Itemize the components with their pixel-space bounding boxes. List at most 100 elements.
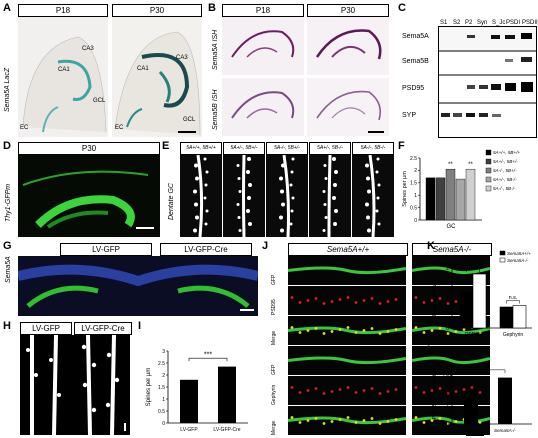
panel-j-image-4-0	[288, 376, 406, 405]
panel-l-bracket	[470, 369, 506, 373]
panel-e-header-2: 5A-/-, 5B+/-	[266, 142, 308, 155]
panel-e-dendrite-2	[279, 155, 295, 237]
panel-b-sema5a-p30-image	[307, 17, 389, 75]
panel-c-row-syp: SYP	[402, 112, 417, 119]
panel-f-tick-label: 1.5	[410, 181, 417, 187]
panel-a-p30-image	[112, 17, 202, 137]
panel-f-bar-2	[445, 168, 456, 221]
panel-j-rowlabel-5: Merge	[271, 420, 277, 435]
panel-g-left-header: LV-GFP	[60, 243, 152, 256]
panel-f-legend-label-3: 5A+/-, 5B-/-	[493, 177, 517, 182]
panel-l-letter: L	[427, 344, 434, 356]
panel-a-letter: A	[3, 2, 11, 14]
panel-c-row-psd95: PSD95	[402, 85, 425, 92]
panel-c-row-sema5a: Sema5A	[402, 33, 429, 40]
panel-a-ec-left: EC	[20, 125, 29, 131]
lane-p2: P2	[465, 20, 473, 26]
panel-l-bar-1	[498, 377, 512, 424]
panel-k-bar-0-0	[459, 291, 474, 329]
panel-g-ylabel: Sema5A	[5, 256, 12, 283]
panel-g-right-header: LV-GFP-Cre	[160, 243, 252, 256]
panel-b-sema5a-p18-image	[222, 17, 304, 75]
panel-l-category-1: Sema5A-/-	[494, 428, 516, 433]
panel-b-letter: B	[208, 2, 216, 14]
panel-g-image	[18, 256, 258, 316]
panel-l-axes: 0 0.5 1 1.5 2 2.5 3	[442, 364, 532, 428]
panel-e-dendrite-1	[236, 155, 252, 237]
panel-l-tick-label: 1	[446, 402, 449, 408]
panel-l-ylabel: PSD95/Gephyrin ratio	[432, 370, 438, 419]
panel-e-ylabel: Dentate GC	[168, 183, 175, 220]
panel-f-bar-1	[435, 177, 446, 221]
panel-b-p30-header: P30	[307, 4, 389, 17]
panel-f-bar-0	[425, 177, 436, 221]
panel-a-p18-header: P18	[18, 4, 108, 17]
panel-j-signal-4-0	[290, 386, 398, 395]
panel-i-tick-label: 1	[162, 397, 165, 403]
panel-j-scale-bar	[466, 434, 484, 436]
panel-f-axes: 0 0.5 1 1.5 2 2.5	[410, 156, 482, 224]
panel-j-signal-3-0	[288, 356, 406, 365]
panel-l-tick-label: 3	[446, 364, 449, 370]
panel-a-p30-header: P30	[112, 4, 202, 17]
panel-k-category-1: Gephyrin	[503, 332, 524, 338]
panel-a-gcl-right: GCL	[183, 117, 196, 123]
lane-sjc: S_Jc	[492, 20, 506, 26]
panel-b-sema5b-p30-image	[307, 78, 389, 136]
panel-f-chart: 0 0.5 1 1.5 2 2.5 Spines per µm ** ** GC 5A+/+, 5B…	[402, 149, 520, 230]
panel-l-tick-label: 0	[446, 422, 449, 428]
panel-f-legend-swatch-4	[485, 185, 492, 192]
panel-f-bar-4	[465, 168, 476, 221]
panel-i-bracket	[188, 357, 228, 362]
panel-e-header-0: 5A+/+, 5B+/+	[180, 142, 222, 155]
panel-j-signal-4-1	[414, 386, 482, 395]
panel-i-tick-label: 3	[162, 349, 165, 355]
panel-k-tick-label: 2	[446, 266, 449, 272]
panel-e-dendrite-3	[322, 155, 338, 237]
panel-g-letter: G	[3, 240, 12, 252]
panel-f-tick-label: 1	[414, 193, 417, 199]
panel-f-tick-label: 0	[414, 218, 417, 224]
panel-k-legend-swatch-1	[499, 257, 506, 263]
panel-k-bar-0-1	[472, 273, 487, 329]
panel-k-legend-label-0: Sema5A+/+	[507, 251, 531, 256]
panel-j-rowlabel-0: GFP	[271, 274, 277, 285]
panel-b-scale-bar	[368, 131, 384, 133]
panel-i-stars: ***	[204, 352, 212, 359]
panel-k-sig-0: ***	[470, 264, 477, 270]
panel-l-category-0: Sema5A+/+	[459, 428, 484, 433]
panel-k-category-0: PSD95	[465, 332, 481, 338]
panel-a-scale-bar	[178, 131, 196, 133]
panel-d-title: P30	[18, 142, 160, 155]
panel-i-category-0: LV-GFP	[180, 427, 198, 433]
panel-h-image	[20, 335, 130, 435]
panel-i-chart: 0 0.5 1 1.5 2 2.5 3 Spines per µm LV-GFP LV-GFP-C…	[146, 349, 248, 433]
panel-l-tick-label: 1.5	[442, 393, 449, 399]
panel-k-ylabel: Puncta per µm	[432, 280, 438, 316]
panel-i-tick-label: 0.5	[158, 409, 165, 415]
panel-i-ylabel: Spines per µm	[146, 368, 152, 407]
panel-b-sema5b-p18-image	[222, 78, 304, 136]
panel-c-lane-labels: S1 S2 P2 Syn S_Jc PSDI PSDII	[440, 6, 538, 34]
panel-j-image-2-0	[288, 316, 406, 345]
panel-k-sig-1: n.s.	[509, 295, 518, 301]
panel-e-dendrite-0	[193, 155, 209, 237]
panel-j-signal-5-0	[288, 416, 406, 425]
panel-d-letter: D	[3, 140, 11, 152]
panel-a-ca3-right: CA3	[176, 55, 188, 61]
panel-a-p18-image	[18, 17, 108, 137]
panel-f-letter: F	[398, 140, 405, 152]
panel-k-bar-1-1	[512, 305, 527, 329]
panel-j-signal-3-1	[412, 356, 490, 365]
lane-syn: Syn	[477, 20, 488, 26]
panel-e-image-3	[309, 155, 351, 237]
panel-f-bar-3	[455, 178, 466, 221]
panel-i-tick-label: 0	[162, 421, 165, 427]
panel-k-chart: 0 0.5 1 1.5 2 Puncta per µm PSD95 *** Gephyrin n.…	[432, 250, 532, 338]
panel-f-legend-label-0: 5A+/+, 5B+/+	[493, 150, 520, 155]
panel-k-tick-label: 0	[446, 326, 449, 332]
panel-j-image-1-0	[288, 286, 406, 315]
panel-i-tick-label: 2	[162, 373, 165, 379]
panel-b-p18-header: P18	[222, 4, 304, 17]
lane-s1: S1	[440, 20, 448, 26]
